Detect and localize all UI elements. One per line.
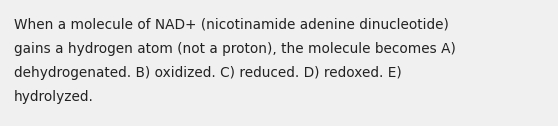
Text: hydrolyzed.: hydrolyzed. [14,90,94,104]
Text: When a molecule of NAD+ (nicotinamide adenine dinucleotide): When a molecule of NAD+ (nicotinamide ad… [14,18,449,32]
Text: gains a hydrogen atom (not a proton), the molecule becomes A): gains a hydrogen atom (not a proton), th… [14,42,456,56]
Text: dehydrogenated. B) oxidized. C) reduced. D) redoxed. E): dehydrogenated. B) oxidized. C) reduced.… [14,66,402,80]
